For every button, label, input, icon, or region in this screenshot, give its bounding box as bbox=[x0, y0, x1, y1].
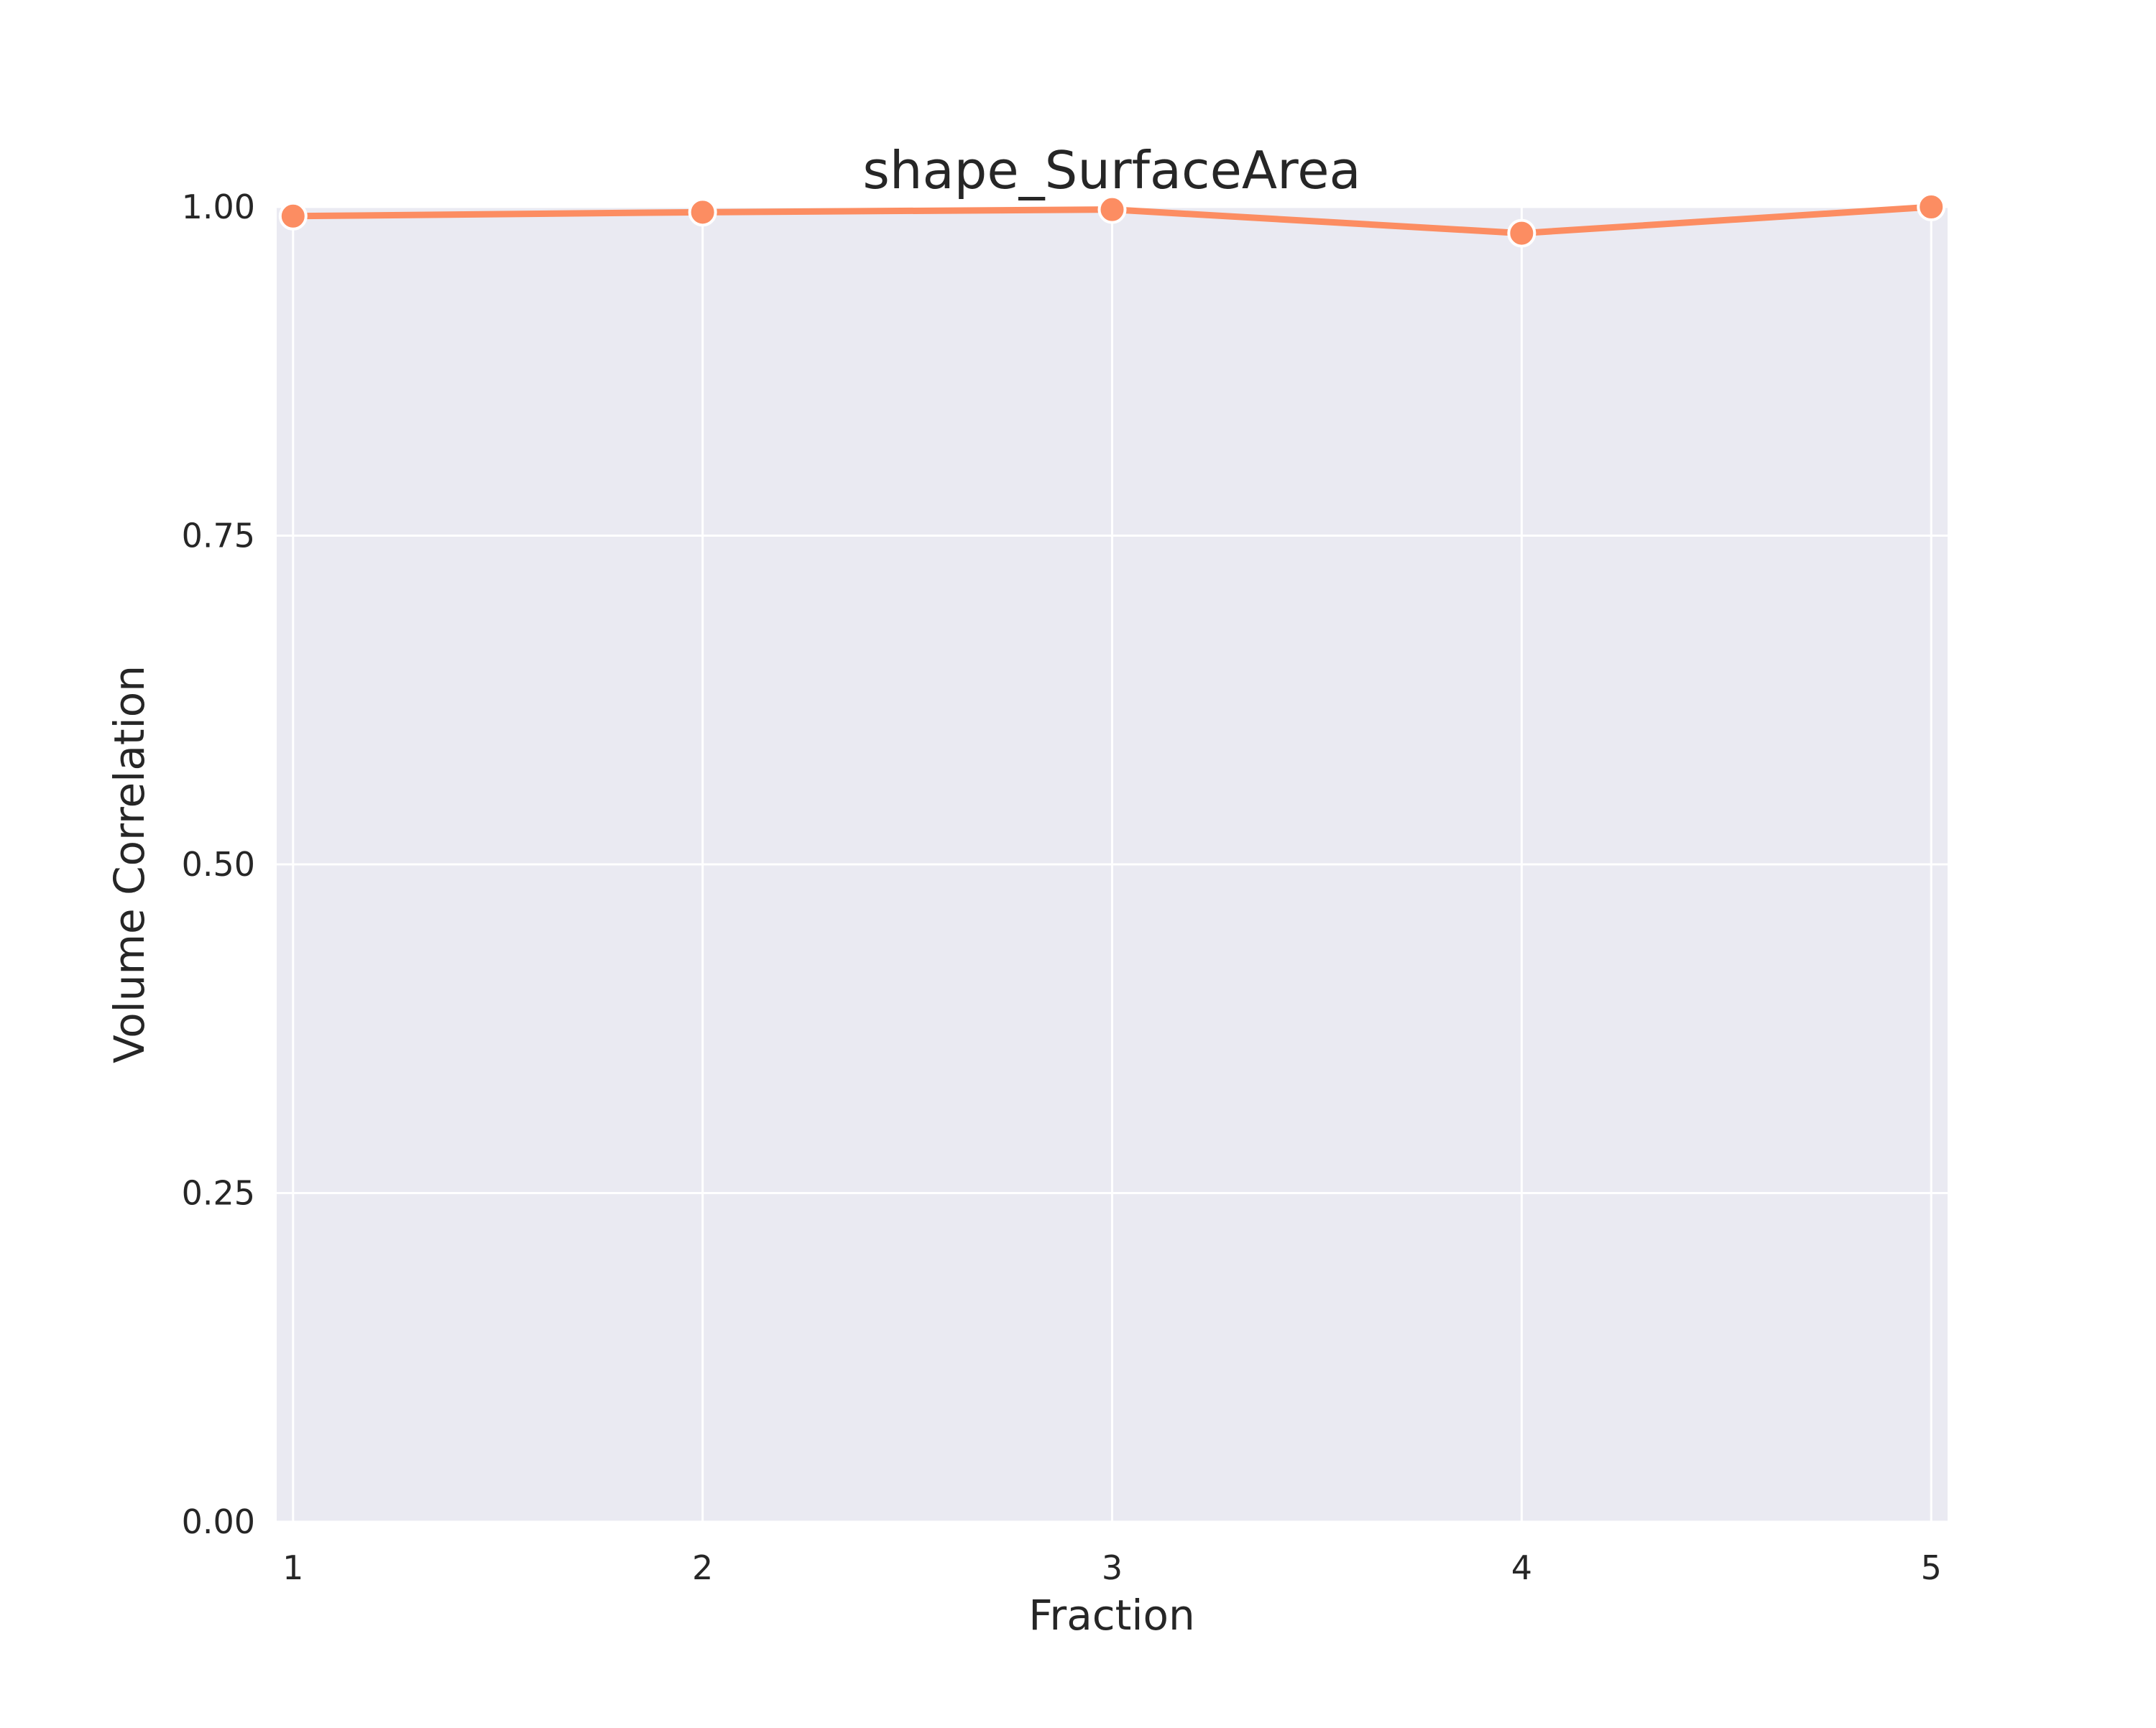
x-tick-label: 5 bbox=[1921, 1548, 1942, 1587]
data-point bbox=[688, 198, 717, 227]
data-point bbox=[1097, 195, 1127, 224]
data-point bbox=[1507, 218, 1537, 248]
x-axis-label: Fraction bbox=[1028, 1591, 1195, 1640]
y-tick-label: 0.25 bbox=[182, 1174, 255, 1213]
chart-title: shape_SurfaceArea bbox=[862, 140, 1360, 200]
x-tick-label: 2 bbox=[692, 1548, 713, 1587]
y-tick-labels: 0.00 0.25 0.50 0.75 1.00 bbox=[182, 188, 255, 1541]
y-axis-label: Volume Correlation bbox=[105, 665, 154, 1063]
y-tick-label: 0.75 bbox=[182, 517, 255, 555]
data-point bbox=[1917, 193, 1946, 221]
x-tick-label: 4 bbox=[1511, 1548, 1532, 1587]
x-tick-labels: 1 2 3 4 5 bbox=[282, 1548, 1942, 1587]
data-point bbox=[278, 201, 308, 231]
y-tick-label: 1.00 bbox=[182, 188, 255, 226]
series-layer bbox=[278, 193, 1946, 248]
x-tick-label: 3 bbox=[1102, 1548, 1123, 1587]
y-tick-label: 0.50 bbox=[182, 845, 255, 884]
x-tick-label: 1 bbox=[282, 1548, 303, 1587]
y-tick-label: 0.00 bbox=[182, 1502, 255, 1541]
